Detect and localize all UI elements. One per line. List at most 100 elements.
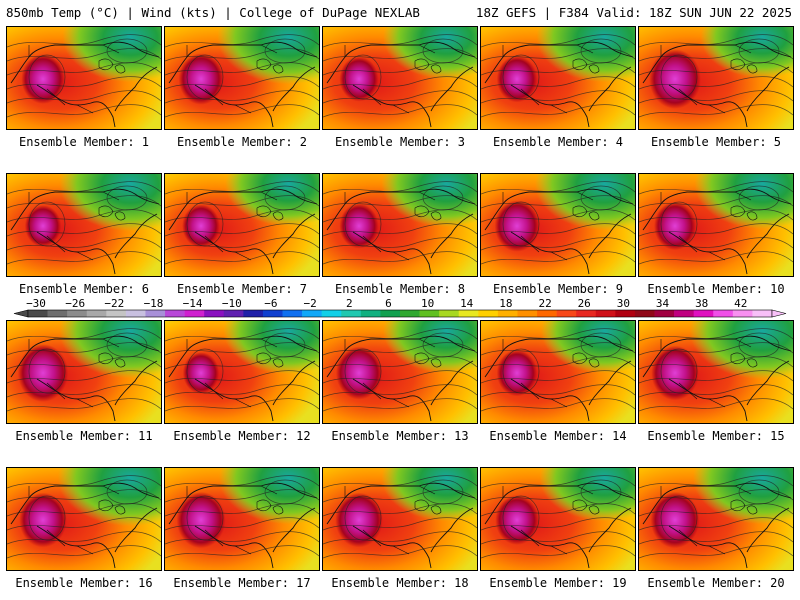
temperature-field (7, 321, 161, 423)
temperature-field (481, 468, 635, 570)
ensemble-member-label: Ensemble Member: 5 (650, 135, 782, 149)
colorbar-swatch (595, 310, 616, 317)
colorbar-tick-label: 22 (538, 297, 551, 310)
colorbar-swatch (106, 310, 127, 317)
ensemble-member-map (164, 467, 320, 571)
ensemble-member-label: Ensemble Member: 17 (173, 576, 311, 590)
run-valid-time: 18Z GEFS | F384 Valid: 18Z SUN JUN 22 20… (475, 5, 792, 20)
ensemble-member-label: Ensemble Member: 18 (331, 576, 469, 590)
colorbar-swatch (478, 310, 499, 317)
colorbar-swatch (47, 310, 68, 317)
colorbar-tick-label: 34 (656, 297, 670, 310)
temperature-field (165, 27, 319, 129)
ensemble-member-map (638, 467, 794, 571)
ensemble-member-label: Ensemble Member: 10 (647, 282, 785, 296)
ensemble-member-label: Ensemble Member: 20 (647, 576, 785, 590)
colorbar-tick-label: −10 (222, 297, 242, 310)
colorbar-tick-label: 30 (617, 297, 630, 310)
map-title: 850mb Temp (°C) | Wind (kts) | College o… (6, 5, 420, 20)
ensemble-member-map (638, 320, 794, 424)
ensemble-member-map (6, 467, 162, 571)
temperature-field (323, 174, 477, 276)
colorbar-tick-label: 42 (734, 297, 747, 310)
colorbar-tick-label: −2 (303, 297, 316, 310)
ensemble-member-label: Ensemble Member: 13 (331, 429, 469, 443)
ensemble-member-label: Ensemble Member: 16 (15, 576, 153, 590)
colorbar-swatch (184, 310, 205, 317)
colorbar-tick-label: 10 (421, 297, 434, 310)
colorbar-swatch (302, 310, 322, 317)
colorbar-swatch (67, 310, 88, 317)
colorbar-right-arrow (771, 309, 787, 318)
ensemble-member-label: Ensemble Member: 14 (489, 429, 627, 443)
colorbar-swatch (752, 310, 773, 317)
ensemble-member-label: Ensemble Member: 12 (173, 429, 311, 443)
ensemble-member-label: Ensemble Member: 7 (176, 282, 308, 296)
ensemble-member-map (6, 26, 162, 130)
colorbar-tick-label: 26 (578, 297, 591, 310)
temperature-field (323, 321, 477, 423)
ensemble-member-map (322, 173, 478, 277)
colorbar-tick-label: 6 (385, 297, 392, 310)
temperature-field (639, 27, 793, 129)
temperature-field (323, 27, 477, 129)
colorbar-swatch (380, 310, 401, 317)
ensemble-member-label: Ensemble Member: 11 (15, 429, 153, 443)
temperature-field (481, 174, 635, 276)
temperature-field (323, 468, 477, 570)
temperature-field (639, 174, 793, 276)
ensemble-member-map (164, 26, 320, 130)
temperature-field (165, 321, 319, 423)
ensemble-member-label: Ensemble Member: 3 (334, 135, 466, 149)
ensemble-member-map (322, 26, 478, 130)
ensemble-member-map (6, 320, 162, 424)
temperature-field (7, 27, 161, 129)
ensemble-member-label: Ensemble Member: 19 (489, 576, 627, 590)
colorbar-swatch (537, 310, 557, 317)
ensemble-member-map (480, 26, 636, 130)
colorbar-swatch (165, 310, 185, 317)
ensemble-member-label: Ensemble Member: 15 (647, 429, 785, 443)
ensemble-member-map (164, 320, 320, 424)
colorbar-swatch (86, 310, 107, 317)
ensemble-member-map (480, 173, 636, 277)
ensemble-member-map (322, 467, 478, 571)
colorbar-swatch (360, 310, 381, 317)
colorbar-swatch (28, 310, 48, 317)
ensemble-member-label: Ensemble Member: 2 (176, 135, 308, 149)
colorbar-swatch (654, 310, 675, 317)
colorbar-tick-label: 38 (695, 297, 708, 310)
ensemble-member-map (480, 467, 636, 571)
colorbar-swatch (321, 310, 342, 317)
colorbar-swatch (634, 310, 655, 317)
colorbar-tick-label: 2 (346, 297, 353, 310)
colorbar-tick-label: 18 (499, 297, 512, 310)
temperature-field (481, 321, 635, 423)
colorbar-swatch (693, 310, 714, 317)
colorbar-left-arrow (13, 309, 29, 318)
colorbar-swatch (341, 310, 362, 317)
temperature-colorbar: −30 −26 −22 −18 −14 −10 −6 −2 2 6 10 14 18 22 26 30 34 38… (13, 297, 787, 318)
temperature-field (481, 27, 635, 129)
temperature-field (7, 174, 161, 276)
temperature-field (639, 321, 793, 423)
colorbar-tick-label: −6 (264, 297, 277, 310)
colorbar-swatch (732, 310, 753, 317)
colorbar-swatch (458, 310, 479, 317)
colorbar-swatch (497, 310, 518, 317)
ensemble-member-label: Ensemble Member: 1 (18, 135, 150, 149)
ensemble-member-map (164, 173, 320, 277)
ensemble-member-label: Ensemble Member: 8 (334, 282, 466, 296)
colorbar-swatch (419, 310, 440, 317)
ensemble-member-map (638, 173, 794, 277)
ensemble-member-label: Ensemble Member: 4 (492, 135, 624, 149)
temperature-field (7, 468, 161, 570)
colorbar-swatch (556, 310, 577, 317)
colorbar-swatch (125, 310, 146, 317)
ensemble-member-label: Ensemble Member: 9 (492, 282, 624, 296)
colorbar-tick-label: −26 (65, 297, 85, 310)
colorbar-swatch (674, 310, 694, 317)
colorbar-swatch (400, 310, 420, 317)
colorbar-swatch (243, 310, 264, 317)
